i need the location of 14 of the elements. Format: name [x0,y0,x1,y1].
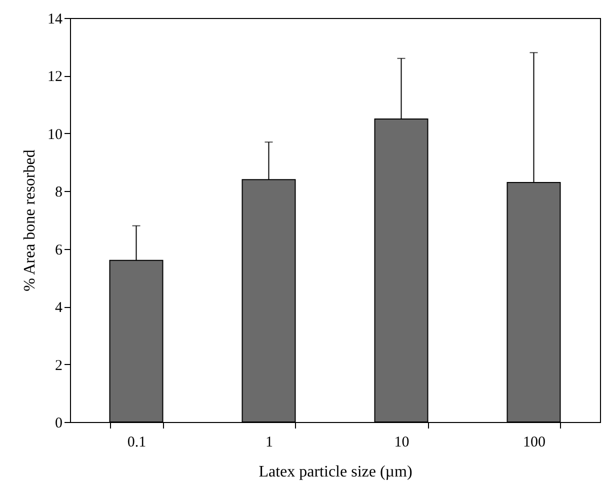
y-tick-label: 0 [55,416,62,432]
y-tick-label: 2 [55,358,62,374]
y-tick-label: 14 [48,12,63,28]
x-tick-label: 10 [394,434,410,450]
y-tick-label: 10 [48,126,62,143]
y-tick-label: 12 [48,69,62,86]
x-tick-label: 0.1 [127,434,146,450]
y-tick-label: 6 [55,242,63,258]
x-tick-label: 1 [266,434,273,450]
x-axis-title: Latex particle size (µm) [258,464,412,480]
y-axis-title: % Area bone resorbed [22,150,38,292]
y-tick-label: 8 [55,184,62,201]
y-tick-label: 4 [55,300,63,316]
x-tick-label: 100 [523,434,546,450]
